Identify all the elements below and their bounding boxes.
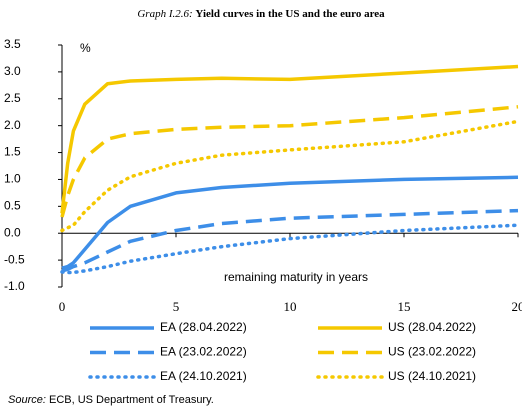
series-line bbox=[61, 175, 519, 270]
legend-label: EA (24.10.2021) bbox=[160, 369, 247, 383]
series-line bbox=[60, 105, 519, 218]
y-tick-label: 0.0 bbox=[4, 225, 21, 239]
source: ECB, US Department of Treasury. bbox=[49, 394, 214, 406]
legend-label: EA (28.04.2022) bbox=[160, 320, 247, 334]
legend-label: US (24.10.2021) bbox=[388, 369, 476, 383]
y-tick-label: 0.5 bbox=[4, 199, 21, 213]
source-line: Source: ECB, US Department of Treasury. bbox=[8, 394, 214, 406]
y-tick-label: -0.5 bbox=[4, 252, 25, 266]
legend-label: US (28.04.2022) bbox=[388, 320, 476, 334]
y-tick-label: 2.0 bbox=[4, 118, 21, 132]
x-tick-label: 10 bbox=[284, 299, 297, 314]
y-tick-label: 1.0 bbox=[4, 172, 21, 186]
series-line bbox=[61, 208, 519, 273]
y-unit: % bbox=[80, 41, 91, 55]
x-tick-label: 15 bbox=[398, 299, 411, 314]
series-line bbox=[60, 223, 520, 275]
y-tick-label: 3.0 bbox=[4, 64, 21, 78]
y-tick-label: 2.5 bbox=[4, 91, 21, 105]
title-label: Graph I.2.6: bbox=[137, 8, 192, 20]
x-axis-label: remaining maturity in years bbox=[224, 270, 368, 284]
chart-title-line: Graph I.2.6: Yield curves in the US and … bbox=[137, 8, 385, 20]
source-label: Source: bbox=[8, 394, 46, 406]
legend-label: US (23.02.2022) bbox=[388, 345, 476, 359]
x-tick-label: 5 bbox=[173, 299, 180, 314]
x-tick-label: 20 bbox=[512, 299, 522, 314]
x-tick-label: 0 bbox=[59, 299, 66, 314]
series-line bbox=[60, 64, 519, 214]
y-tick-label: 3.5 bbox=[4, 37, 21, 51]
series-line bbox=[60, 119, 520, 233]
y-tick-label: -1.0 bbox=[4, 279, 25, 293]
chart-title: Yield curves in the US and the euro area bbox=[195, 8, 385, 20]
y-tick-label: 1.5 bbox=[4, 145, 21, 159]
legend-label: EA (23.02.2022) bbox=[160, 345, 247, 359]
